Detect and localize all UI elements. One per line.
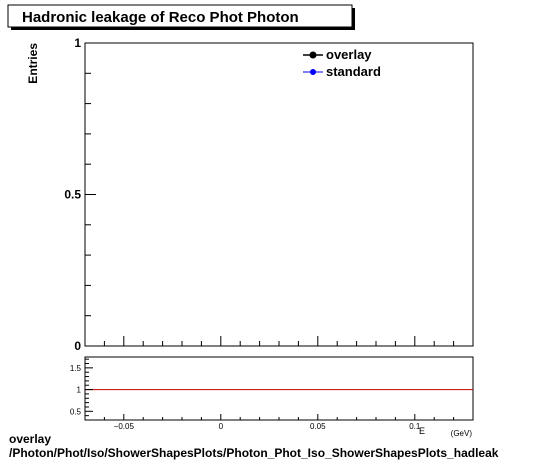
legend-label-overlay: overlay	[326, 47, 372, 62]
ratio-x-tick-label: 0.1	[409, 422, 421, 431]
main-y-axis	[85, 42, 96, 347]
ratio-y-tick-label: 1	[77, 386, 82, 395]
legend-entry-overlay: overlay	[303, 47, 372, 62]
ratio-x-axis: −0.05 0 0.05 0.1	[84, 414, 474, 431]
main-y-tick-label: 0	[74, 339, 81, 353]
legend-marker-overlay	[309, 51, 317, 59]
x-axis-unit: (GeV)	[451, 429, 473, 438]
main-plot-frame	[84, 42, 474, 347]
y-axis-label: Entries	[26, 43, 40, 84]
ratio-y-tick-label: 1.5	[70, 364, 82, 373]
ratio-y-tick-label: 0.5	[70, 407, 82, 416]
ratio-x-tick-label: −0.05	[114, 422, 135, 431]
main-x-axis	[84, 336, 474, 346]
main-y-tick-labels: 00.51	[64, 36, 81, 353]
legend: overlay standard	[303, 47, 381, 79]
x-axis-label: E	[419, 426, 425, 436]
chart-title: Hadronic leakage of Reco Phot Photon	[22, 9, 299, 26]
title-box: Hadronic leakage of Reco Phot Photon	[7, 4, 355, 30]
footer-line-2: /Photon/Phot/Iso/ShowerShapesPlots/Photo…	[9, 446, 499, 460]
legend-entry-standard: standard	[303, 64, 381, 79]
ratio-y-axis: 0.5 1 1.5	[70, 358, 93, 416]
legend-label-standard: standard	[326, 64, 381, 79]
footer-line-1: overlay	[9, 432, 51, 446]
legend-marker-standard	[310, 69, 316, 75]
main-y-tick-label: 1	[74, 36, 81, 50]
main-y-tick-label: 0.5	[64, 188, 81, 202]
ratio-x-tick-label: 0	[219, 422, 224, 431]
ratio-plot-frame	[84, 356, 474, 421]
ratio-x-tick-label: 0.05	[310, 422, 326, 431]
